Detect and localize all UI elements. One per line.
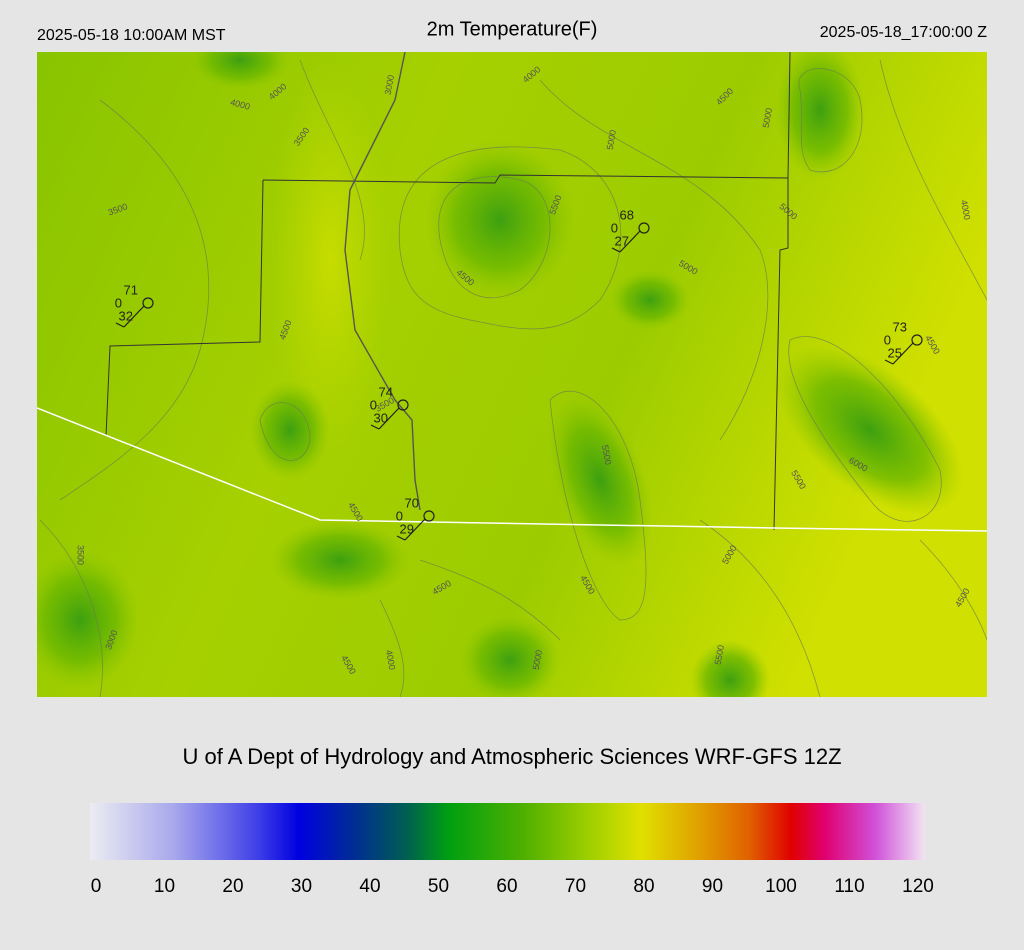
station-circle [397,399,409,411]
boundaries [105,52,791,531]
wind-barb-flag [884,359,894,365]
colorbar-tick-label: 20 [222,876,243,897]
contours [39,59,987,697]
terrain-shade [270,60,390,460]
station-dewpoint: 29 [400,521,414,536]
station-dewpoint: 30 [374,410,388,425]
contour-label: 5500 [713,644,726,665]
colorbar-tick-label: 50 [428,876,449,897]
station-circle [142,297,154,309]
terrain-shade [250,380,330,480]
contour-label: 3500 [76,545,86,565]
station-circle [638,222,650,234]
terrain-shade [777,345,963,515]
colorbar-tick-label: 0 [91,876,102,897]
colorbar-ticks: 0 10 20 30 40 50 60 70 80 90 100 110 120 [91,876,934,897]
terrain-shade [690,640,770,697]
terrain-shade [37,550,140,690]
station-left-value: 0 [370,397,377,412]
station-temperature: 70 [405,495,419,510]
colorbar-tick-label: 40 [359,876,380,897]
wind-barb-flag [115,322,125,328]
station-temperature: 68 [620,207,634,222]
station-dewpoint: 32 [119,308,133,323]
credit: U of A Dept of Hydrology and Atmospheric… [182,744,841,769]
wind-barb [378,407,400,430]
station-circle [911,334,923,346]
colorbar-tick-label: 90 [702,876,723,897]
colorbar-tick-label: 100 [765,876,797,897]
utc-time: 2025-05-18_17:00:00 Z [820,24,987,41]
wind-barb [123,305,145,328]
station-temperature: 73 [893,319,907,334]
terrain-shade [547,394,653,566]
wind-barb [404,518,426,541]
river [344,52,421,511]
colorbar-tick-label: 70 [565,876,586,897]
terrain-shade [270,520,410,600]
contour-label: 5500 [600,444,613,465]
contour-label: 4000 [384,649,397,670]
contour-label: 3000 [383,74,396,95]
station-dewpoint: 25 [888,345,902,360]
colorbar-tick-label: 120 [902,876,934,897]
terrain-shade [190,52,290,90]
wind-barb [619,230,641,253]
station-left-value: 0 [115,295,122,310]
station-circle [423,510,435,522]
station-temperature: 71 [124,282,138,297]
station-left-value: 0 [884,332,891,347]
map-title: 2m Temperature(F) [427,18,598,40]
station-temperature: 74 [379,384,393,399]
contour-label: 4000 [959,199,972,220]
border-line [37,407,987,532]
colorbar-tick-label: 80 [633,876,654,897]
station-dewpoint: 27 [615,233,629,248]
wind-barb-flag [396,535,406,541]
wind-barb-flag [611,247,621,253]
local-time: 2025-05-18 10:00AM MST [37,27,226,44]
contour-label: 5000 [531,649,544,670]
contour-label: 5000 [761,107,774,128]
colorbar [90,803,925,860]
terrain-shade [610,270,690,330]
terrain-shade [460,615,560,697]
colorbar-tick-label: 60 [496,876,517,897]
terrain-shade [425,140,575,300]
contour-label: 5000 [605,129,618,150]
terrain-shade [775,52,865,180]
wind-barb-flag [370,424,380,430]
wind-barb [892,342,914,365]
colorbar-tick-label: 30 [291,876,312,897]
colorbar-tick-label: 110 [834,876,864,897]
station-left-value: 0 [396,508,403,523]
colorbar-tick-label: 10 [154,876,175,897]
station-left-value: 0 [611,220,618,235]
